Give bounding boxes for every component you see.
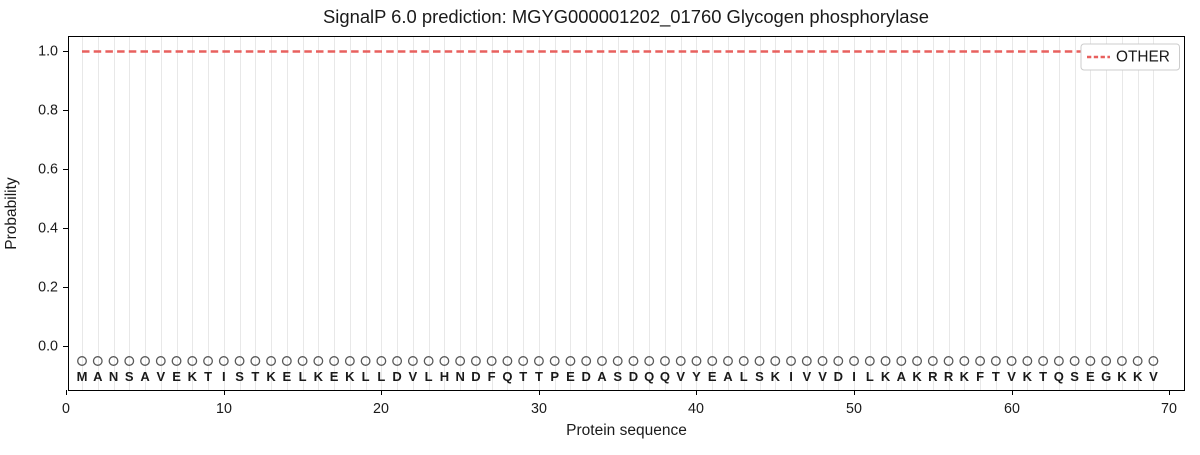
svg-text:0.6: 0.6 xyxy=(38,162,58,178)
svg-text:K: K xyxy=(912,369,922,384)
svg-text:T: T xyxy=(204,369,212,384)
svg-text:K: K xyxy=(771,369,781,384)
svg-text:D: D xyxy=(581,369,590,384)
svg-text:Q: Q xyxy=(644,369,654,384)
svg-text:D: D xyxy=(629,369,638,384)
svg-text:Q: Q xyxy=(1054,369,1064,384)
svg-text:0.0: 0.0 xyxy=(38,339,58,355)
svg-text:60: 60 xyxy=(1004,401,1020,417)
svg-text:R: R xyxy=(944,369,954,384)
svg-text:P: P xyxy=(550,369,559,384)
svg-text:E: E xyxy=(330,369,339,384)
svg-text:70: 70 xyxy=(1161,401,1177,417)
svg-text:S: S xyxy=(755,369,764,384)
svg-text:K: K xyxy=(314,369,324,384)
svg-text:1.0: 1.0 xyxy=(38,44,58,60)
svg-text:E: E xyxy=(172,369,181,384)
svg-text:T: T xyxy=(251,369,259,384)
svg-text:K: K xyxy=(1023,369,1033,384)
svg-text:L: L xyxy=(377,369,385,384)
svg-text:K: K xyxy=(960,369,970,384)
svg-text:V: V xyxy=(802,369,811,384)
svg-text:Probability: Probability xyxy=(3,177,20,250)
svg-text:K: K xyxy=(1117,369,1127,384)
svg-text:T: T xyxy=(519,369,527,384)
svg-text:G: G xyxy=(1101,369,1111,384)
svg-text:F: F xyxy=(976,369,984,384)
svg-text:L: L xyxy=(866,369,874,384)
svg-text:S: S xyxy=(613,369,622,384)
svg-text:0.2: 0.2 xyxy=(38,280,58,296)
svg-text:40: 40 xyxy=(688,401,704,417)
svg-text:M: M xyxy=(77,369,88,384)
svg-text:I: I xyxy=(222,369,226,384)
svg-text:L: L xyxy=(299,369,307,384)
svg-text:A: A xyxy=(140,369,150,384)
svg-text:D: D xyxy=(392,369,401,384)
svg-text:K: K xyxy=(188,369,198,384)
svg-text:0: 0 xyxy=(62,401,70,417)
svg-text:V: V xyxy=(818,369,827,384)
svg-text:V: V xyxy=(676,369,685,384)
svg-text:L: L xyxy=(425,369,433,384)
svg-text:R: R xyxy=(928,369,938,384)
svg-text:K: K xyxy=(345,369,355,384)
svg-text:A: A xyxy=(897,369,907,384)
svg-text:20: 20 xyxy=(373,401,389,417)
svg-text:10: 10 xyxy=(216,401,232,417)
svg-text:Y: Y xyxy=(692,369,701,384)
svg-text:S: S xyxy=(125,369,134,384)
svg-text:E: E xyxy=(708,369,717,384)
svg-text:E: E xyxy=(1086,369,1095,384)
svg-text:OTHER: OTHER xyxy=(1116,49,1170,66)
svg-text:S: S xyxy=(235,369,244,384)
svg-text:Protein sequence: Protein sequence xyxy=(566,422,687,439)
svg-text:N: N xyxy=(455,369,464,384)
svg-text:D: D xyxy=(471,369,480,384)
svg-text:D: D xyxy=(834,369,843,384)
svg-text:Q: Q xyxy=(502,369,512,384)
svg-text:T: T xyxy=(992,369,1000,384)
svg-text:K: K xyxy=(1133,369,1143,384)
svg-text:I: I xyxy=(852,369,856,384)
svg-text:H: H xyxy=(440,369,449,384)
svg-text:0.8: 0.8 xyxy=(38,103,58,119)
svg-text:K: K xyxy=(881,369,891,384)
svg-text:30: 30 xyxy=(531,401,547,417)
svg-text:L: L xyxy=(740,369,748,384)
svg-text:N: N xyxy=(109,369,118,384)
svg-text:F: F xyxy=(488,369,496,384)
svg-text:I: I xyxy=(789,369,793,384)
svg-text:A: A xyxy=(597,369,607,384)
svg-text:A: A xyxy=(723,369,733,384)
svg-text:L: L xyxy=(362,369,370,384)
svg-text:Q: Q xyxy=(660,369,670,384)
svg-text:0.4: 0.4 xyxy=(38,221,58,237)
svg-text:V: V xyxy=(1007,369,1016,384)
svg-text:E: E xyxy=(566,369,575,384)
svg-text:50: 50 xyxy=(846,401,862,417)
svg-text:K: K xyxy=(266,369,276,384)
svg-text:A: A xyxy=(93,369,103,384)
svg-text:T: T xyxy=(1039,369,1047,384)
svg-text:V: V xyxy=(156,369,165,384)
svg-text:E: E xyxy=(282,369,291,384)
svg-text:S: S xyxy=(1070,369,1079,384)
svg-text:T: T xyxy=(535,369,543,384)
svg-text:V: V xyxy=(409,369,418,384)
svg-text:V: V xyxy=(1149,369,1158,384)
svg-text:SignalP 6.0 prediction: MGYG00: SignalP 6.0 prediction: MGYG000001202_01… xyxy=(323,6,929,28)
